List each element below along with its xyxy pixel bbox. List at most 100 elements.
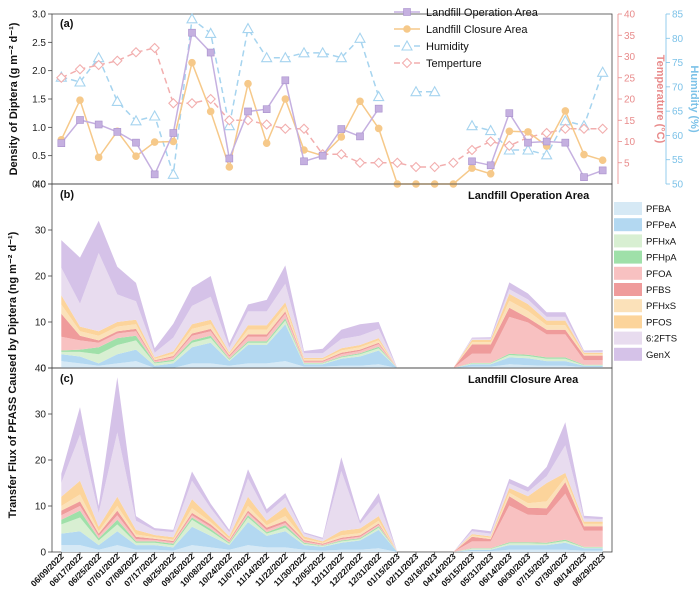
temperature-tick-label: 20 [624, 95, 636, 106]
legend-marker [403, 25, 411, 33]
legend-swatch [614, 202, 642, 215]
closure-point [262, 139, 271, 147]
humidity-tick-label: 85 [672, 10, 684, 21]
panel-c-y-ticks: 0 10 20 30 40 [35, 364, 52, 559]
temperature-tick-label: 10 [624, 137, 636, 148]
panel-a-label: (a) [60, 18, 74, 30]
area-pfbs [61, 307, 603, 368]
closure-point [524, 128, 532, 136]
temperature-point [261, 119, 272, 130]
temperature-point [392, 157, 403, 169]
closure-point [598, 156, 607, 164]
panel-b-y-ticks: 0 10 20 30 40 [35, 180, 52, 375]
y-tick-label: 30 [35, 410, 47, 421]
legend-label: Landfill Closure Area [426, 24, 528, 36]
temperature-point [336, 148, 347, 160]
legend-label: PFOA [646, 269, 673, 280]
closure-point [206, 107, 215, 116]
closure-point [356, 97, 364, 106]
y-tick-label: 30 [35, 226, 47, 237]
legend-swatch [614, 299, 642, 313]
humidity-point [130, 114, 142, 126]
area-pfos [61, 472, 603, 552]
panel-c-label: (c) [60, 373, 74, 385]
operation-point [206, 48, 215, 57]
legend-swatch [614, 266, 642, 280]
y-tick-label: 1.0 [32, 123, 46, 134]
legend-label: 6:2FTS [646, 334, 677, 345]
legend-swatch [614, 250, 642, 264]
operation-point [486, 161, 495, 170]
temperature-line [60, 47, 603, 168]
legend-swatch [614, 331, 642, 345]
panel-a-temperature-ticks: 5 10 15 20 25 30 35 40 [618, 10, 636, 169]
operation-point [188, 28, 196, 37]
y-tick-label: 10 [35, 502, 47, 513]
humidity-point [279, 51, 292, 63]
operation-point [132, 138, 140, 147]
area-pfos [61, 293, 603, 368]
closure-point [561, 107, 570, 115]
legend-label: Humidity [426, 41, 469, 53]
operation-point [580, 173, 588, 181]
area-pfhxa [61, 517, 603, 552]
humidity-tick-label: 55 [672, 155, 684, 166]
temperature-point [168, 97, 179, 109]
humidity-tick-label: 75 [672, 58, 684, 69]
legend-label: PFHpA [646, 253, 677, 264]
operation-point [300, 157, 308, 166]
closure-point [225, 163, 234, 171]
legend-marker [401, 57, 413, 69]
closure-point [374, 124, 383, 133]
panel-b-legend: PFBA PFPeA PFHxA PFHpA PFOA PFBS PFHxS PFOS 6:2F… [614, 202, 677, 361]
temperature-point [130, 46, 142, 58]
panel-c: (c) Landfill Closure Area 0 10 20 30 40 [35, 364, 613, 559]
legend-marker [401, 39, 413, 51]
closure-line [60, 60, 603, 185]
humidity-point [316, 46, 329, 58]
operation-point [542, 137, 551, 146]
area-pfpea [61, 324, 603, 368]
y-tick-label: 0.5 [32, 151, 46, 162]
temperature-point [149, 42, 160, 54]
panel-a-humidity-ticks: 50 55 60 65 70 75 80 85 [666, 10, 684, 191]
operation-point [561, 138, 570, 147]
humidity-point [167, 168, 180, 179]
operation-point [374, 104, 383, 113]
temperature-tick-label: 25 [624, 73, 636, 84]
panel-c-title: Landfill Closure Area [468, 374, 579, 386]
operation-point [94, 120, 103, 129]
closure-point [169, 137, 178, 146]
panel-a: (a) 0.0 0.5 1.0 1.5 2.0 2.5 3.0 5 10 15 20 25 30 35 4… [8, 7, 700, 191]
legend-swatch [614, 234, 642, 248]
humidity-tick-label: 65 [672, 107, 684, 118]
operation-point [150, 170, 159, 179]
operation-point [281, 76, 290, 85]
temperature-point [280, 123, 291, 135]
legend-label: Temperture [426, 58, 482, 70]
humidity-point [466, 119, 478, 131]
area-pfpea [61, 522, 603, 552]
temperature-point [354, 157, 366, 169]
closure-point [150, 138, 159, 146]
closure-point [132, 152, 140, 161]
y-tick-label: 20 [35, 272, 47, 283]
temperature-point [373, 157, 384, 169]
area-pfba [61, 545, 603, 552]
panel-a-series [55, 12, 609, 188]
panel-b-areas [61, 220, 603, 368]
legend-label: GenX [646, 350, 671, 361]
operation-point [468, 157, 476, 166]
legend-label: PFBA [646, 204, 671, 215]
area-pfhxs [61, 300, 603, 368]
y-tick-label: 0 [40, 364, 46, 375]
humidity-point [410, 85, 422, 97]
panel-a-ylabel: Density of Diptera (g m⁻² d⁻¹) [8, 22, 20, 175]
operation-point [598, 166, 607, 175]
panel-b-title: Landfill Operation Area [468, 190, 590, 202]
closure-point [486, 170, 495, 178]
panel-a-y-ticks: 0.0 0.5 1.0 1.5 2.0 2.5 3.0 [32, 10, 52, 191]
legend-swatch [614, 315, 642, 329]
operation-point [113, 128, 122, 136]
